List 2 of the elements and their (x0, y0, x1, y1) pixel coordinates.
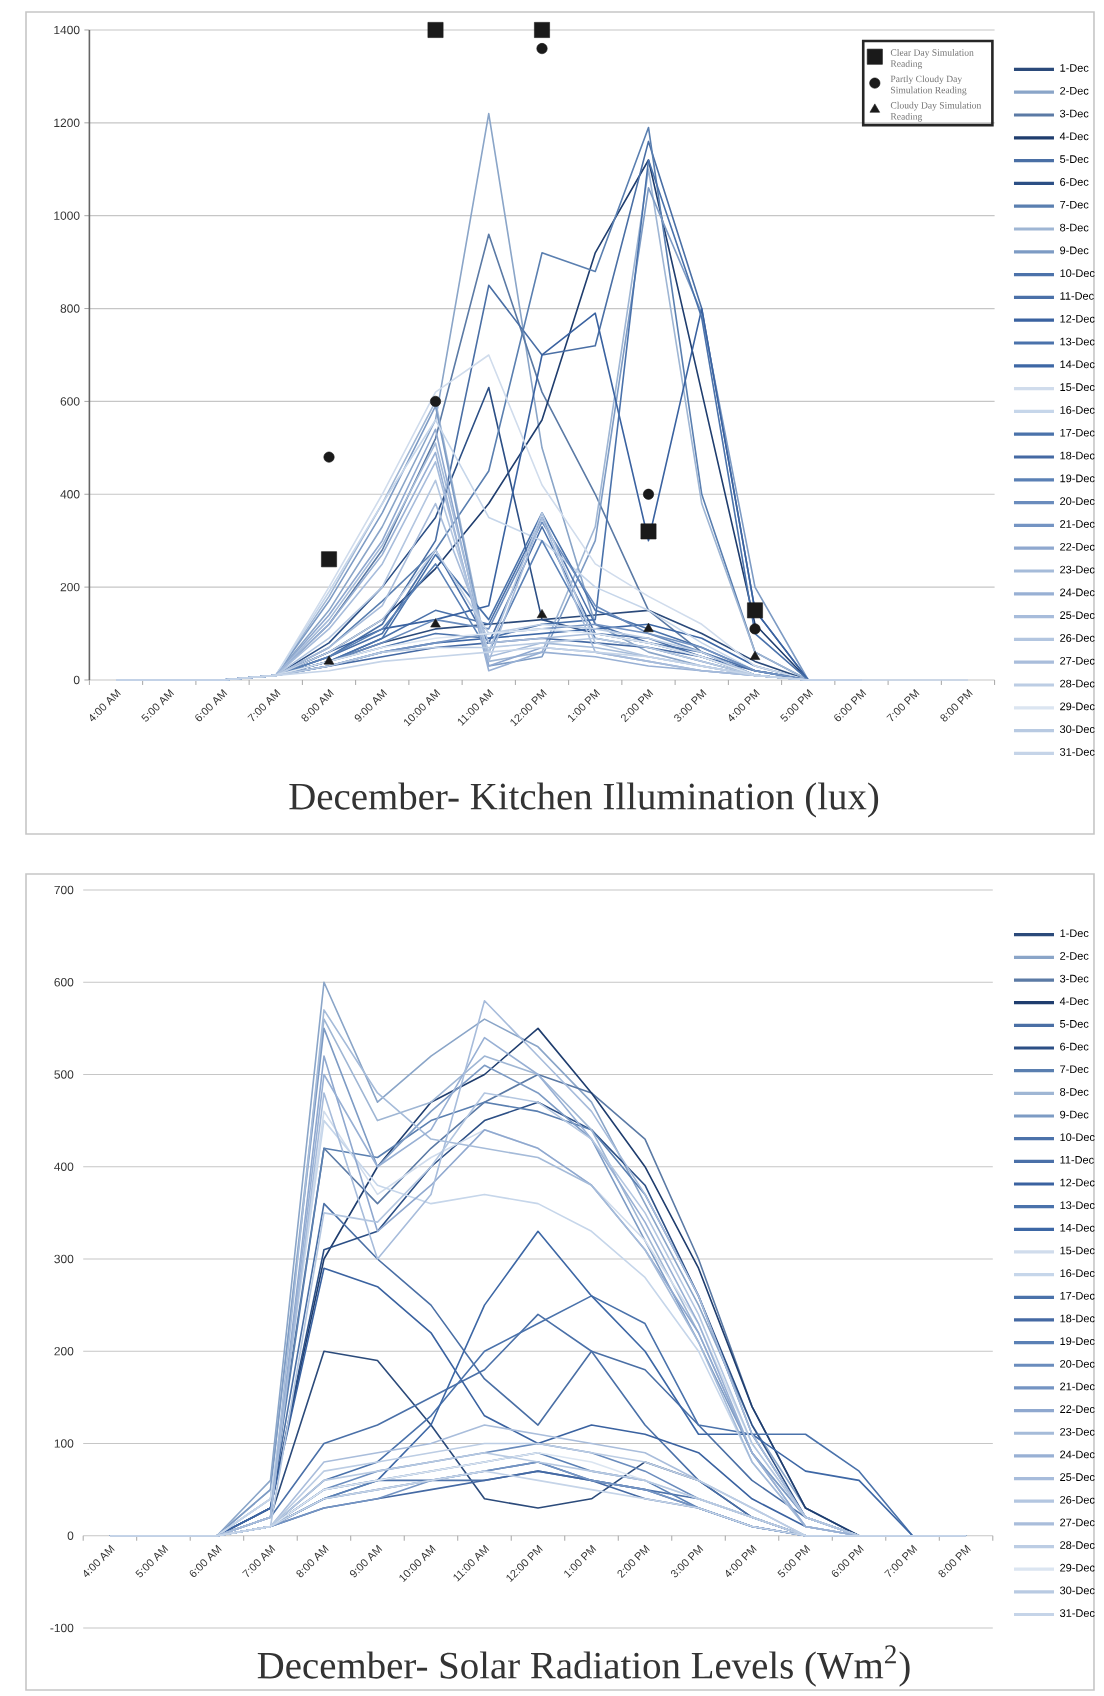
text: December- Solar Radiation Levels (Wm$^{2}$) (257, 1645, 910, 1687)
text: December- Kitchen Illumination (lux) (289, 782, 879, 818)
